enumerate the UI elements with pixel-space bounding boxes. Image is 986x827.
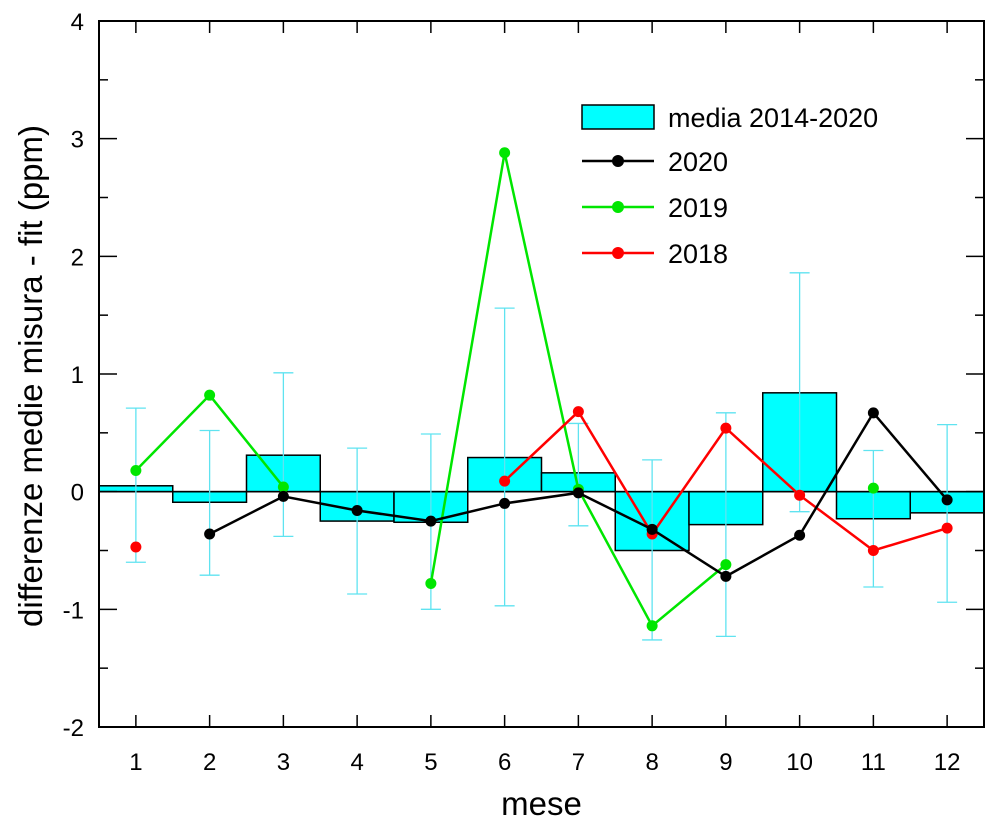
error-bar-8 bbox=[642, 459, 663, 641]
legend-marker-2018 bbox=[612, 247, 624, 259]
legend-label-bars: media 2014-2020 bbox=[668, 103, 878, 133]
series-line-2019 bbox=[429, 152, 727, 628]
y-tick-label: -1 bbox=[63, 597, 84, 624]
error-bars-layer bbox=[125, 272, 958, 641]
legend-marker-2020 bbox=[612, 155, 624, 167]
x-tick-label: 3 bbox=[277, 749, 290, 776]
y-tick-label: 3 bbox=[71, 127, 84, 154]
data-point-2019 bbox=[720, 559, 732, 571]
data-point-2020 bbox=[204, 528, 216, 540]
legend: media 2014-2020 2019 2018 2020 bbox=[581, 103, 878, 269]
data-point-2019 bbox=[130, 464, 142, 476]
y-tick-label: 0 bbox=[71, 480, 84, 507]
y-tick-label: 4 bbox=[71, 9, 84, 36]
error-bar-3 bbox=[273, 372, 294, 538]
data-point-2018 bbox=[941, 522, 953, 534]
data-point-2018 bbox=[867, 545, 879, 556]
data-point-2018 bbox=[794, 489, 806, 501]
series-2020 bbox=[204, 407, 953, 582]
x-tick-label: 5 bbox=[424, 749, 437, 776]
legend-label-2019: 2019 bbox=[668, 193, 728, 223]
error-bar-4 bbox=[347, 447, 368, 595]
x-tick-label: 1 bbox=[129, 749, 142, 776]
x-tick-label: 10 bbox=[786, 749, 813, 776]
data-point-2019 bbox=[425, 577, 437, 589]
y-axis-label: differenze medie misura - fit (ppm) bbox=[12, 125, 49, 627]
x-tick-label: 2 bbox=[203, 749, 216, 776]
legend-item-2018: 2018 bbox=[582, 239, 728, 269]
data-point-2020 bbox=[646, 523, 658, 535]
legend-item-bars: media 2014-2020 bbox=[581, 103, 878, 133]
x-tick-label: 12 bbox=[934, 749, 961, 776]
legend-marker-2019 bbox=[612, 201, 624, 213]
error-bar-12 bbox=[937, 423, 958, 603]
data-point-2020 bbox=[572, 487, 584, 499]
error-bar-11 bbox=[863, 449, 884, 588]
x-tick-label: 7 bbox=[572, 749, 585, 776]
legend-item-2020: 2020 bbox=[582, 147, 728, 177]
data-point-2020 bbox=[499, 497, 511, 509]
error-bar-6 bbox=[494, 307, 515, 607]
legend-label-2018: 2018 bbox=[668, 239, 728, 269]
error-bar-1 bbox=[125, 407, 146, 563]
x-tick-label: 6 bbox=[498, 749, 511, 776]
data-point-2020 bbox=[277, 490, 289, 502]
error-bar-10 bbox=[789, 272, 810, 513]
data-point-2019 bbox=[867, 482, 879, 494]
data-point-2020 bbox=[867, 407, 879, 419]
data-point-2020 bbox=[794, 529, 806, 541]
data-point-2020 bbox=[720, 570, 732, 582]
x-tick-label: 8 bbox=[645, 749, 658, 776]
data-point-2020 bbox=[425, 515, 437, 527]
y-tick-label: 2 bbox=[71, 244, 84, 271]
y-tick-label: -2 bbox=[63, 715, 84, 742]
error-bar-9 bbox=[715, 412, 736, 638]
x-axis-label: mese bbox=[501, 785, 582, 822]
bars-layer bbox=[98, 392, 985, 552]
x-tick-label: 11 bbox=[861, 749, 886, 776]
legend-item-2019: 2019 bbox=[582, 193, 728, 223]
data-point-2018 bbox=[572, 406, 584, 418]
data-point-2020 bbox=[941, 494, 953, 506]
data-point-2020 bbox=[351, 504, 363, 516]
data-point-2019 bbox=[499, 147, 511, 159]
legend-swatch-bars bbox=[581, 104, 655, 130]
data-point-2019 bbox=[277, 481, 289, 493]
data-point-2018 bbox=[130, 541, 142, 553]
data-point-2018 bbox=[499, 475, 511, 487]
x-tick-label: 4 bbox=[350, 749, 363, 776]
error-bar-2 bbox=[199, 429, 220, 576]
data-point-2018 bbox=[720, 422, 732, 434]
series-layer bbox=[130, 147, 953, 632]
y-tick-label: 1 bbox=[71, 362, 84, 389]
data-point-2019 bbox=[204, 389, 216, 401]
x-tick-label: 9 bbox=[719, 749, 732, 776]
data-point-2019 bbox=[646, 620, 658, 632]
legend-label-2020: 2020 bbox=[668, 147, 728, 177]
